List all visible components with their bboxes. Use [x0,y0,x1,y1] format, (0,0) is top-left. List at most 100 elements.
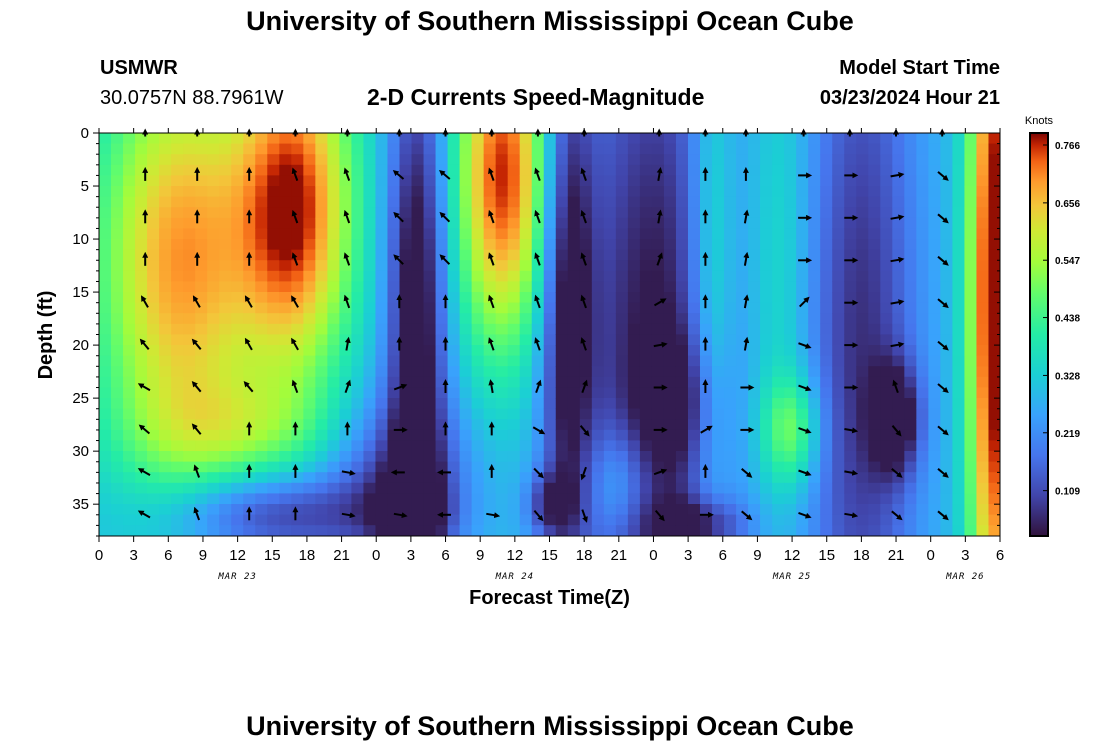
heatmap-cell-2138 [748,472,761,484]
heatmap-cell-777 [327,514,340,526]
heatmap-cell-434 [231,186,244,198]
heatmap-cell-724 [315,366,328,378]
heatmap-cell-298 [183,398,196,410]
heatmap-cell-1455 [543,260,557,272]
x-axis-label: Forecast Time(Z) [469,587,630,609]
heatmap-cell-2545 [880,239,893,251]
heatmap-cell-2410 [832,461,845,473]
heatmap-cell-2119 [748,270,761,282]
x-tick-label-11: 9 [476,547,484,564]
heatmap-cell-2094 [736,419,749,431]
heatmap-cell-1030 [411,302,425,314]
heatmap-cell-845 [351,408,364,420]
heatmap-cell-1939 [687,429,701,441]
heatmap-cell-1288 [495,143,509,155]
heatmap-cell-2739 [940,228,953,240]
heatmap-cell-1385 [519,345,533,357]
heatmap-cell-1272 [483,387,497,399]
heatmap-cell-1306 [495,334,509,346]
heatmap-cell-1536 [567,292,581,304]
heatmap-cell-2813 [964,186,977,198]
heatmap-cell-2408 [832,440,845,452]
heatmap-cell-197 [159,154,172,166]
heatmap-cell-270 [171,514,184,526]
heatmap-cell-2452 [844,493,857,505]
heatmap-cell-420 [219,451,232,463]
heatmap-cell-2278 [796,302,809,314]
heatmap-cell-2893 [988,207,1001,219]
heatmap-cell-547 [267,143,280,155]
heatmap-cell-2376 [820,514,833,526]
heatmap-cell-2786 [952,313,965,325]
heatmap-cell-63 [111,387,124,399]
heatmap-cell-1248 [483,133,497,145]
heatmap-cell-338 [195,408,208,420]
heatmap-cell-2073 [736,196,749,208]
heatmap-cell-2271 [796,228,809,240]
heatmap-cell-782 [339,154,352,166]
heatmap-cell-2416 [832,525,845,537]
heatmap-cell-2788 [952,334,965,346]
heatmap-cell-2765 [940,504,953,516]
heatmap-cell-2613 [904,133,917,145]
heatmap-cell-582 [267,514,280,526]
heatmap-cell-2785 [952,302,965,314]
heatmap-cell-1040 [411,408,425,420]
heatmap-cell-2920 [988,493,1001,505]
heatmap-cell-2357 [820,313,833,325]
heatmap-cell-2190 [772,196,785,208]
heatmap-cell-2809 [964,143,977,155]
heatmap-cell-2340 [820,133,833,145]
heatmap-cell-1853 [663,345,677,357]
heatmap-cell-1142 [447,249,461,261]
current-arrow-6-0 [137,383,151,392]
heatmap-cell-2223 [784,133,797,145]
heatmap-cell-1480 [543,525,557,537]
heatmap-cell-2483 [856,408,869,420]
heatmap-cell-1060 [423,207,437,219]
heatmap-cell-1101 [435,228,449,240]
heatmap-cell-1724 [627,217,641,229]
heatmap-cell-2918 [988,472,1001,484]
heatmap-cell-700 [303,525,316,537]
heatmap-cell-1883 [675,249,689,261]
heatmap-cell-198 [159,164,172,176]
heatmap-cell-2629 [904,302,917,314]
heatmap-cell-2900 [988,281,1001,293]
heatmap-cell-2630 [904,313,917,325]
heatmap-cell-2188 [772,175,785,187]
heatmap-cell-1353 [507,419,521,431]
heatmap-cell-2418 [844,133,857,145]
heatmap-cell-2684 [916,472,929,484]
heatmap-cell-45 [111,196,124,208]
heatmap-cell-1511 [555,440,569,452]
heatmap-cell-2360 [820,345,833,357]
chart-title: University of Southern Mississippi Ocean… [246,6,854,36]
heatmap-cell-153 [135,514,148,526]
heatmap-cell-2018 [712,440,725,452]
heatmap-cell-2435 [844,313,857,325]
heatmap-cell-456 [231,419,244,431]
heatmap-cell-2402 [832,376,845,388]
heatmap-cell-1080 [423,419,437,431]
heatmap-cell-1673 [603,504,617,516]
heatmap-cell-2336 [808,504,821,516]
x-tick-label-15: 21 [610,547,627,564]
heatmap-cell-985 [399,239,413,251]
heatmap-cell-670 [303,207,316,219]
heatmap-cell-679 [303,302,316,314]
heatmap-cell-655 [291,461,304,473]
heatmap-cell-2826 [964,323,977,335]
heatmap-cell-2767 [940,525,953,537]
heatmap-cell-2475 [856,323,869,335]
heatmap-cell-2576 [892,154,905,166]
heatmap-cell-1071 [423,323,437,335]
heatmap-cell-1362 [507,514,521,526]
heatmap-cell-1270 [483,366,497,378]
heatmap-cell-1348 [507,366,521,378]
heatmap-cell-2245 [784,366,797,378]
heatmap-cell-2388 [832,228,845,240]
heatmap-cell-2126 [748,345,761,357]
heatmap-cell-2555 [880,345,893,357]
heatmap-cell-1727 [627,249,641,261]
